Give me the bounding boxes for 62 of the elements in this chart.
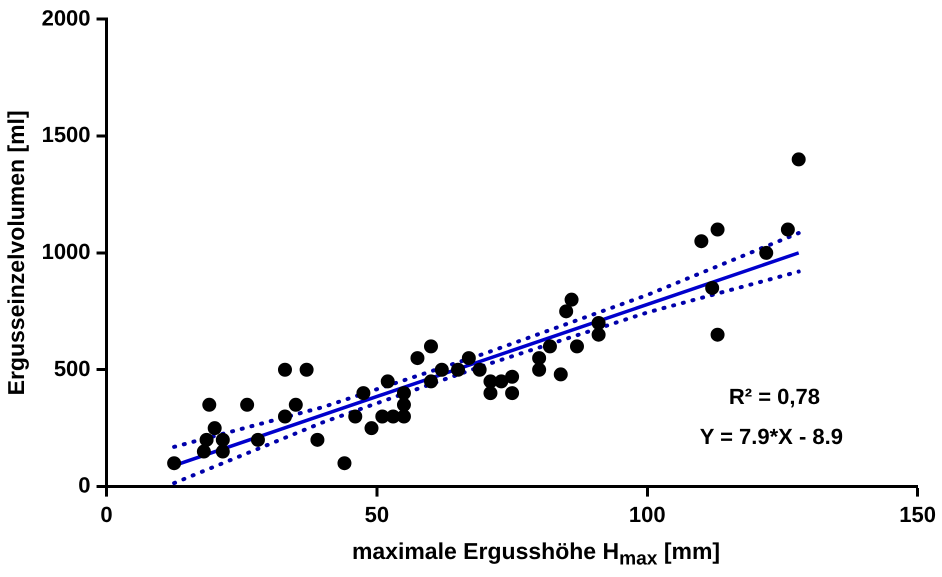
- y-tick-label: 500: [54, 356, 91, 381]
- point: [494, 374, 508, 388]
- y-axis-title: Ergusseinzelvolumen [ml]: [3, 110, 30, 396]
- point: [564, 292, 579, 307]
- point: [434, 362, 449, 377]
- point: [202, 398, 216, 412]
- point: [532, 351, 546, 366]
- point: [396, 386, 411, 400]
- point: [396, 409, 411, 424]
- point: [694, 234, 708, 248]
- point: [196, 444, 211, 459]
- y-tick-label: 1000: [42, 238, 91, 264]
- point: [592, 316, 606, 330]
- point: [505, 386, 520, 400]
- x-tick-label: 100: [628, 502, 666, 527]
- point: [710, 222, 725, 237]
- point: [278, 409, 292, 424]
- point: [705, 280, 720, 295]
- point: [710, 328, 725, 342]
- x-tick-label: 0: [100, 502, 113, 527]
- y-tick-label: 1500: [42, 122, 91, 148]
- point: [451, 362, 466, 377]
- point: [559, 304, 574, 318]
- point: [167, 456, 182, 470]
- point: [396, 398, 411, 412]
- x-axis-title: maximale Ergusshöhe H$_{max}$ [mm]: [350, 538, 722, 571]
- point: [348, 409, 362, 424]
- annotation: Y = 7.9*X - 8.9: [700, 424, 843, 450]
- point: [250, 432, 265, 447]
- point: [300, 362, 314, 377]
- point: [424, 374, 438, 388]
- x-tick-label: 150: [899, 502, 936, 527]
- point: [216, 432, 230, 447]
- point: [278, 362, 292, 377]
- point: [208, 421, 222, 436]
- point: [200, 432, 214, 447]
- point: [288, 398, 303, 412]
- point: [424, 339, 438, 354]
- point: [505, 370, 520, 384]
- point: [759, 246, 774, 260]
- y-tick-label: 2000: [42, 5, 91, 30]
- point: [410, 351, 424, 366]
- point: [240, 398, 254, 412]
- point: [462, 351, 476, 366]
- point: [570, 339, 584, 354]
- point: [472, 362, 487, 377]
- annotation: R² = 0,78: [728, 384, 820, 410]
- point: [592, 328, 606, 342]
- point: [380, 374, 395, 388]
- point: [216, 444, 230, 459]
- point: [554, 367, 568, 382]
- point: [483, 386, 498, 400]
- point: [364, 421, 379, 436]
- point: [337, 456, 352, 470]
- point: [356, 386, 370, 400]
- x-tick-label: 50: [364, 502, 390, 527]
- point: [780, 222, 795, 237]
- point: [310, 432, 324, 447]
- point: [542, 339, 557, 354]
- y-tick-label: 0: [78, 472, 91, 498]
- point: [792, 152, 806, 166]
- point: [532, 362, 546, 377]
